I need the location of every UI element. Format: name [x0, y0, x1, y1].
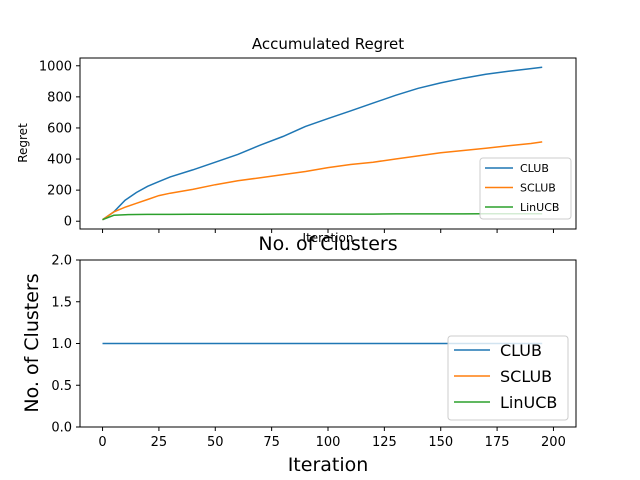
y-tick-label: 200	[47, 184, 72, 199]
clusters-chart-frame	[79, 259, 577, 428]
x-tick-label: 25	[151, 435, 168, 450]
x-tick-label: 100	[316, 435, 341, 450]
legend-label-linucb: LinUCB	[520, 201, 559, 214]
regret-chart-ticks: 0 200 400 600 800 1000	[39, 59, 554, 233]
y-tick-label: 0.0	[51, 421, 72, 436]
x-tick-label: 200	[541, 435, 566, 450]
regret-chart-legend: CLUB SCLUB LinUCB	[479, 157, 572, 220]
clusters-chart-ylabel: No. of Clusters	[21, 273, 43, 412]
regret-chart-ylabel: Regret	[16, 123, 30, 163]
legend-label-club: CLUB	[500, 341, 542, 360]
y-tick-label: 2.0	[51, 254, 72, 269]
clusters-chart-ticks: 0.0 0.5 1.0 1.5 2.0 0 25 50 75 100 125 150 175 200	[51, 254, 566, 451]
y-tick-label: 1.5	[51, 295, 72, 310]
legend-box	[479, 157, 572, 220]
clusters-chart-title: No. of Clusters	[258, 233, 397, 255]
y-tick-label: 800	[47, 90, 72, 105]
regret-chart: Accumulated Regret Regret Iteration 0 200…	[16, 35, 577, 245]
y-tick-label: 600	[47, 121, 72, 136]
legend-box	[447, 335, 569, 421]
x-tick-label: 150	[428, 435, 453, 450]
legend-label-sclub: SCLUB	[520, 181, 556, 194]
x-tick-label: 75	[263, 435, 280, 450]
x-tick-label: 125	[372, 435, 397, 450]
legend-label-sclub: SCLUB	[500, 367, 552, 386]
regret-chart-xlabel: Iteration	[303, 231, 354, 245]
clusters-chart-legend: CLUB SCLUB LinUCB	[447, 335, 569, 421]
y-tick-label: 1000	[39, 59, 72, 74]
series-line-linucb	[102, 213, 543, 221]
regret-chart-series	[102, 66, 543, 221]
x-tick-label: 175	[485, 435, 510, 450]
regret-chart-title: Accumulated Regret	[252, 35, 404, 53]
x-tick-label: 50	[207, 435, 224, 450]
legend-label-linucb: LinUCB	[500, 393, 557, 412]
clusters-chart: No. of Clusters No. of Clusters Iteratio…	[21, 233, 577, 476]
series-line-club	[102, 66, 543, 221]
legend-label-club: CLUB	[520, 162, 549, 175]
x-tick-label: 0	[98, 435, 106, 450]
y-tick-label: 0.5	[51, 379, 72, 394]
y-tick-label: 1.0	[51, 337, 72, 352]
series-line-sclub	[102, 141, 543, 221]
clusters-chart-xlabel: Iteration	[288, 454, 369, 476]
regret-chart-frame	[79, 57, 577, 230]
y-tick-label: 400	[47, 153, 72, 168]
y-tick-label: 0	[64, 215, 72, 230]
